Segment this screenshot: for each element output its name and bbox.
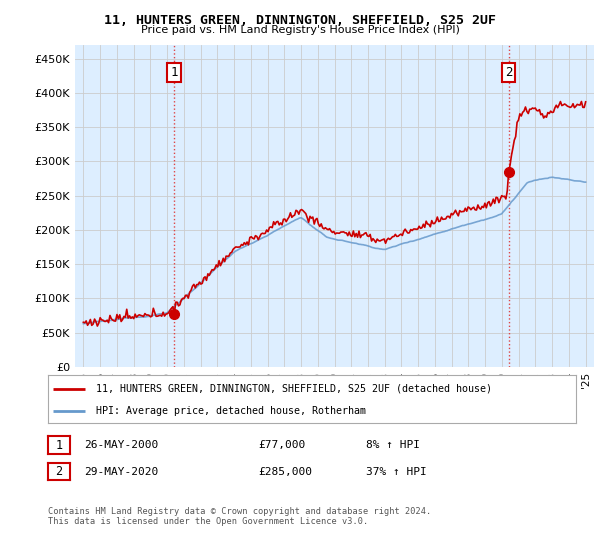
Text: Contains HM Land Registry data © Crown copyright and database right 2024.
This d: Contains HM Land Registry data © Crown c… [48, 507, 431, 526]
Text: 8% ↑ HPI: 8% ↑ HPI [366, 440, 420, 450]
Text: 2: 2 [55, 465, 62, 478]
Text: £285,000: £285,000 [258, 466, 312, 477]
Text: 29-MAY-2020: 29-MAY-2020 [85, 466, 159, 477]
Text: 11, HUNTERS GREEN, DINNINGTON, SHEFFIELD, S25 2UF (detached house): 11, HUNTERS GREEN, DINNINGTON, SHEFFIELD… [95, 384, 491, 394]
Text: HPI: Average price, detached house, Rotherham: HPI: Average price, detached house, Roth… [95, 407, 365, 417]
Text: 37% ↑ HPI: 37% ↑ HPI [366, 466, 427, 477]
Text: 2: 2 [505, 66, 512, 79]
Text: £77,000: £77,000 [258, 440, 305, 450]
Text: 1: 1 [170, 66, 178, 79]
Text: 11, HUNTERS GREEN, DINNINGTON, SHEFFIELD, S25 2UF: 11, HUNTERS GREEN, DINNINGTON, SHEFFIELD… [104, 14, 496, 27]
Text: 1: 1 [55, 438, 62, 452]
Text: 26-MAY-2000: 26-MAY-2000 [85, 440, 159, 450]
Text: Price paid vs. HM Land Registry's House Price Index (HPI): Price paid vs. HM Land Registry's House … [140, 25, 460, 35]
